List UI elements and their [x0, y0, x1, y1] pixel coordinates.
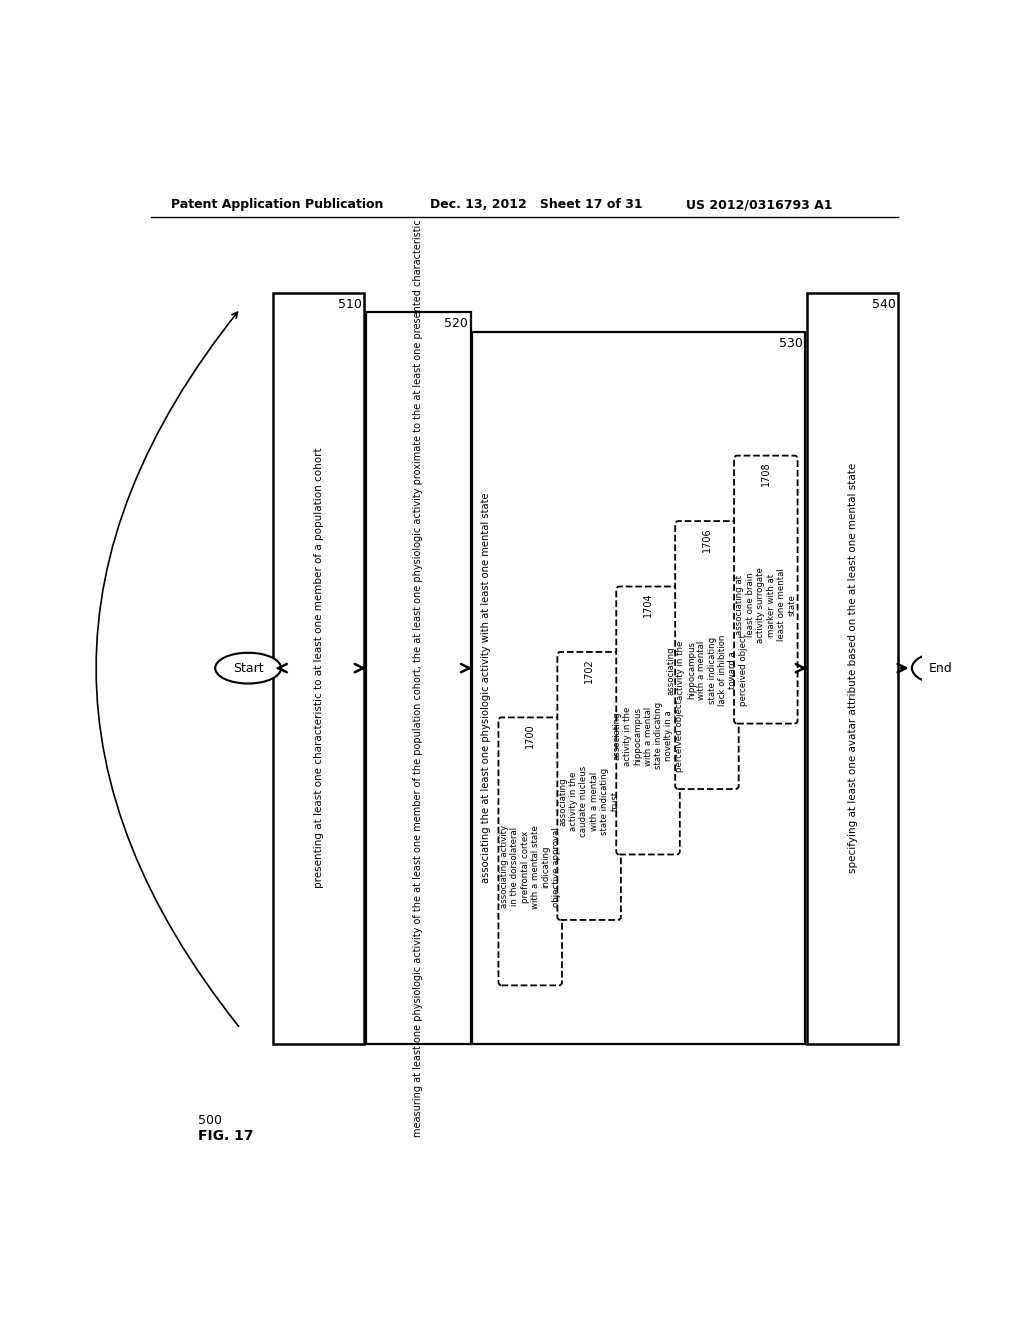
FancyBboxPatch shape — [499, 718, 562, 985]
Text: 1704: 1704 — [643, 593, 653, 618]
Text: 500: 500 — [198, 1114, 222, 1127]
Text: associating the at least one physiologic activity with at least one mental state: associating the at least one physiologic… — [481, 492, 492, 883]
Text: FIG. 17: FIG. 17 — [198, 1130, 253, 1143]
Text: 510: 510 — [338, 298, 362, 312]
Text: associating
activity in the
hippocampus
with a mental
state indicating
novelty i: associating activity in the hippocampus … — [612, 700, 684, 772]
Text: 540: 540 — [872, 298, 896, 312]
Text: Start: Start — [232, 661, 263, 675]
Text: associating
activity in the
hippocampus
with a mental
state indicating
lack of i: associating activity in the hippocampus … — [666, 635, 748, 706]
Text: measuring at least one physiologic activity of the at least one member of the po: measuring at least one physiologic activ… — [413, 219, 423, 1137]
Text: 1708: 1708 — [761, 462, 771, 486]
Text: Patent Application Publication: Patent Application Publication — [171, 198, 383, 211]
FancyBboxPatch shape — [557, 652, 621, 920]
Bar — [807, 293, 898, 1044]
Bar — [366, 313, 471, 1044]
Bar — [273, 293, 365, 1044]
Text: specifying at least one avatar attribute based on the at least one mental state: specifying at least one avatar attribute… — [848, 463, 858, 874]
Text: 1702: 1702 — [584, 659, 594, 682]
FancyBboxPatch shape — [616, 586, 680, 854]
Text: associating activity
in the dorsolateral
prefrontal cortex
with a mental state
i: associating activity in the dorsolateral… — [500, 825, 561, 908]
Text: associating at
least one brain
activity surrogate
marker with at
least one menta: associating at least one brain activity … — [735, 568, 797, 643]
Text: Dec. 13, 2012   Sheet 17 of 31: Dec. 13, 2012 Sheet 17 of 31 — [430, 198, 643, 211]
Text: presenting at least one characteristic to at least one member of a population co: presenting at least one characteristic t… — [313, 447, 324, 888]
Ellipse shape — [215, 653, 281, 684]
Text: End: End — [929, 661, 953, 675]
FancyBboxPatch shape — [675, 521, 738, 789]
Text: 520: 520 — [444, 317, 468, 330]
Ellipse shape — [912, 653, 970, 684]
Bar — [472, 331, 805, 1044]
Text: 1700: 1700 — [525, 723, 536, 748]
Text: US 2012/0316793 A1: US 2012/0316793 A1 — [686, 198, 833, 211]
Text: 1706: 1706 — [701, 527, 712, 552]
Text: associating
activity in the
caudate nucleus
with a mental
state indicating
trust: associating activity in the caudate nucl… — [559, 766, 620, 837]
Text: 530: 530 — [779, 337, 803, 350]
FancyBboxPatch shape — [734, 455, 798, 723]
